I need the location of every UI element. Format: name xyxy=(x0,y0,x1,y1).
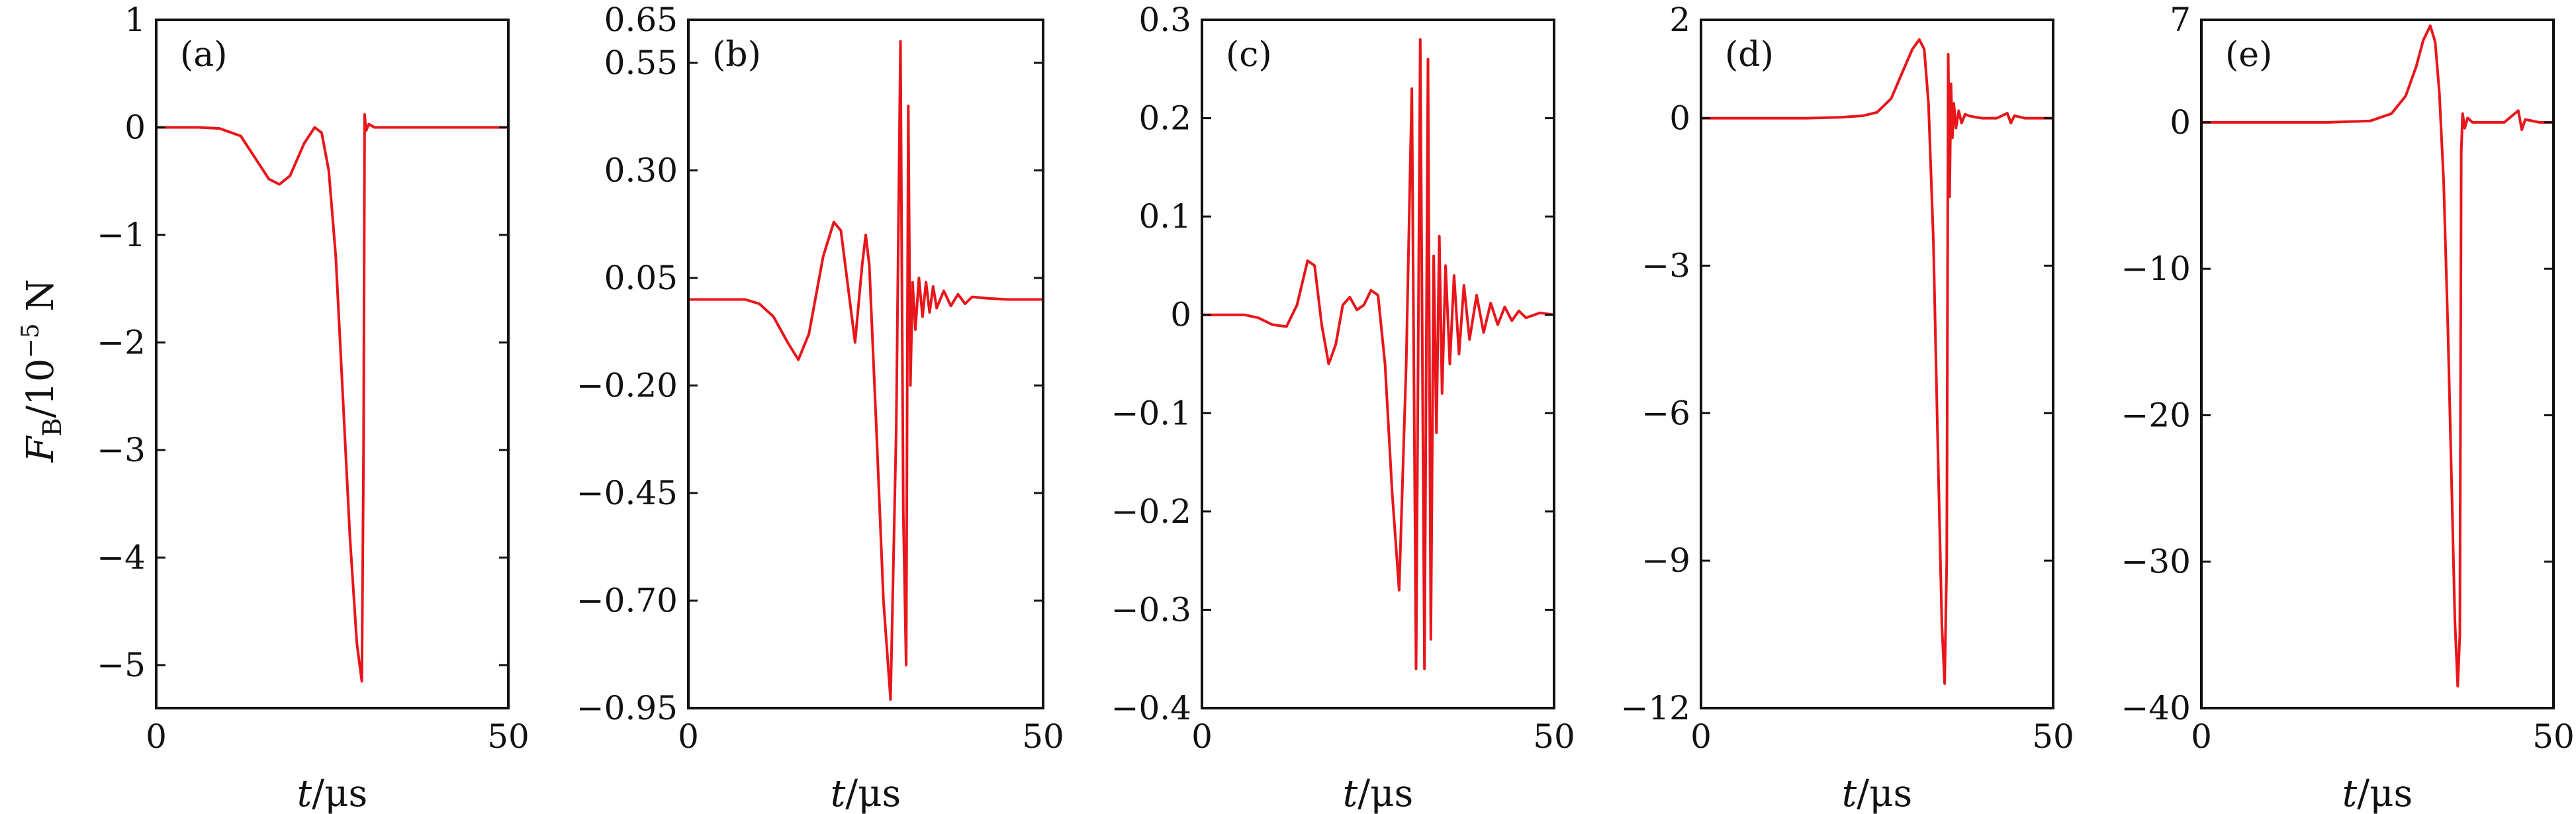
x-axis-title-variable: t xyxy=(2342,772,2358,814)
x-tick-label: 0 xyxy=(146,717,167,756)
panel-label: (e) xyxy=(2225,35,2272,75)
panel-label: (d) xyxy=(1725,35,1774,75)
y-tick-label: −6 xyxy=(1641,394,1690,432)
y-tick-label: −0.3 xyxy=(1111,590,1191,629)
y-tick-label: 7 xyxy=(2170,1,2191,39)
x-axis-title-variable: t xyxy=(1842,772,1857,814)
y-tick-label: 1 xyxy=(124,1,146,39)
panel-2: 0.65 0.55 0.30 0.05 −0.20 −0.45 −0.70 −0.950 50 (… xyxy=(576,1,1064,814)
panel-4: 20−3−6−9−120 50(d)t/μs xyxy=(1620,1,2074,814)
y-tick-label: 0 xyxy=(124,109,146,147)
y-tick-label: 0 xyxy=(1669,99,1690,138)
x-axis-title: t/μs xyxy=(297,772,368,814)
y-tick-label: −3 xyxy=(1641,246,1690,285)
y-tick-label: −3 xyxy=(97,431,146,469)
y-tick-label: −0.20 xyxy=(576,367,678,405)
series-line-1 xyxy=(156,113,508,683)
y-tick-label: 0.30 xyxy=(604,152,678,190)
series-line-4 xyxy=(1701,38,2053,685)
x-tick-label: 50 xyxy=(487,717,529,756)
plot-frame xyxy=(1201,19,1555,709)
x-axis-title-variable: t xyxy=(831,772,846,814)
plot-frame xyxy=(687,19,1044,709)
y-tick-label: −12 xyxy=(1620,689,1690,727)
y-tick-label: −20 xyxy=(2121,396,2191,434)
y-axis-title-exponent: −5 xyxy=(17,323,44,358)
panels: 10−1−2−3−4−50 50(a)t/μs0.650.550.300.05−0… xyxy=(97,1,2575,814)
series-line-5 xyxy=(2201,24,2553,688)
plot-frame xyxy=(155,19,510,709)
y-tick-label: −0.95 xyxy=(576,689,678,727)
y-tick-label: 0.55 xyxy=(604,44,678,82)
x-axis-title-unit: /μs xyxy=(1857,772,1912,814)
panel-label: (b) xyxy=(712,35,761,75)
y-tick-label: 0.2 xyxy=(1138,99,1191,138)
y-axis-title-symbol: F xyxy=(19,435,62,463)
y-tick-label: −9 xyxy=(1641,541,1690,580)
x-axis-title: t/μs xyxy=(1842,772,1913,814)
y-tick-label: −0.4 xyxy=(1111,689,1191,727)
x-tick-label: 0 xyxy=(1690,717,1712,756)
x-axis-title-variable: t xyxy=(297,772,312,814)
x-axis-title-variable: t xyxy=(1343,772,1358,814)
y-axis-title-unit: N xyxy=(19,279,62,324)
series-line-2 xyxy=(688,40,1043,701)
panel-label: (a) xyxy=(180,35,228,75)
plot-frame xyxy=(2200,19,2555,709)
y-tick-label: 0.1 xyxy=(1138,197,1191,236)
y-tick-label: 2 xyxy=(1669,1,1690,39)
x-axis-title-unit: /μs xyxy=(845,772,901,814)
y-tick-label: 0.3 xyxy=(1138,1,1191,39)
y-tick-label: 0.05 xyxy=(604,259,678,297)
x-tick-label: 0 xyxy=(2191,717,2212,756)
x-tick-label: 0 xyxy=(678,717,699,756)
y-tick-label: −0.70 xyxy=(576,582,678,620)
y-tick-label: −5 xyxy=(97,646,146,684)
y-axis-title-subscript: B xyxy=(38,418,67,437)
y-tick-label: 0 xyxy=(1170,296,1191,334)
y-tick-label: −40 xyxy=(2121,689,2191,727)
panel-5: 70−10−20−30−400 50(e)t/μs xyxy=(2121,1,2574,814)
plot-frame xyxy=(1700,19,2054,709)
y-tick-label: −10 xyxy=(2121,249,2191,288)
x-axis-title: t/μs xyxy=(1343,772,1414,814)
x-axis-title-unit: /μs xyxy=(312,772,367,814)
x-axis-title: t/μs xyxy=(2342,772,2413,814)
x-tick-label: 0 xyxy=(1191,717,1213,756)
x-tick-label: 50 xyxy=(2032,717,2074,756)
panel-label: (c) xyxy=(1226,35,1272,75)
x-tick-label: 50 xyxy=(1533,717,1575,756)
y-tick-label: 0 xyxy=(2170,103,2191,142)
panel-3: 0.30.20.10−0.1−0.2−0.3−0.40 50(c)t/μs xyxy=(1111,1,1575,814)
x-tick-label: 50 xyxy=(2532,717,2575,756)
y-tick-label: −4 xyxy=(97,539,146,577)
y-tick-label: 0.65 xyxy=(604,1,678,39)
y-tick-label: −30 xyxy=(2121,543,2191,581)
y-tick-label: −2 xyxy=(97,324,146,362)
y-tick-label: −0.2 xyxy=(1111,492,1191,531)
series-line-3 xyxy=(1202,38,1555,670)
x-tick-label: 50 xyxy=(1022,717,1064,756)
x-axis-title: t/μs xyxy=(831,772,901,814)
x-axis-title-unit: /μs xyxy=(1357,772,1413,814)
y-axis-title: FB/10−5 N xyxy=(17,279,67,463)
y-axis-title-rest: /10 xyxy=(19,358,62,418)
y-tick-label: −1 xyxy=(97,216,146,254)
y-tick-label: −0.45 xyxy=(576,474,678,512)
x-axis-title-unit: /μs xyxy=(2357,772,2413,814)
y-tick-label: −0.1 xyxy=(1111,394,1191,432)
panel-1: 10−1−2−3−4−50 50(a)t/μs xyxy=(97,1,529,814)
